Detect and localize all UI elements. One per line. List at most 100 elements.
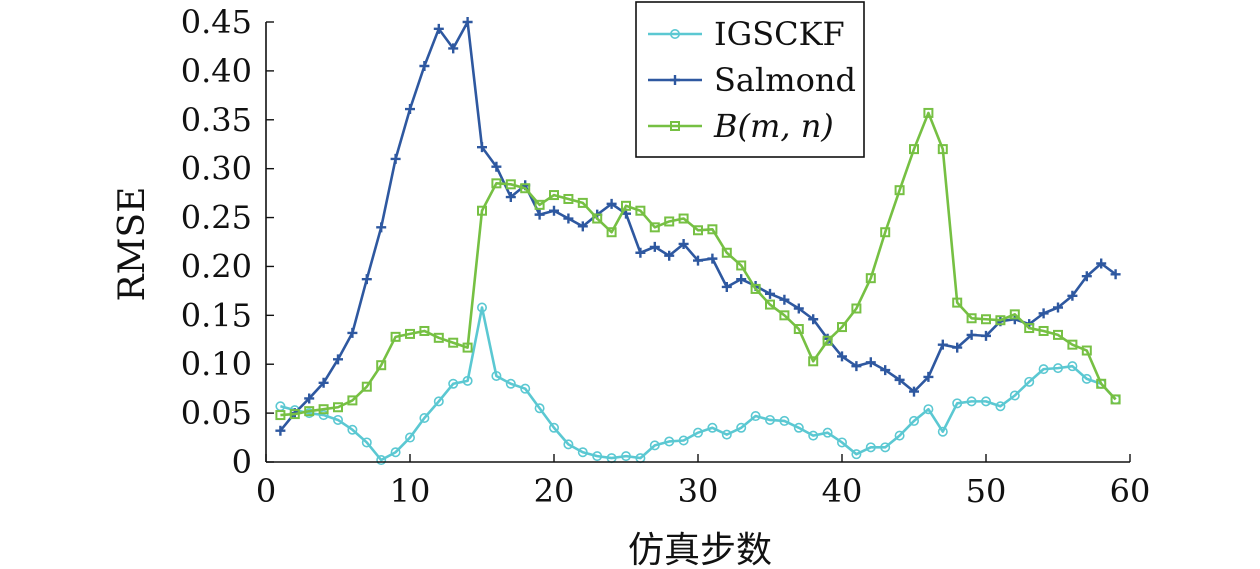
data-point <box>289 409 300 420</box>
data-point <box>937 144 948 155</box>
data-point <box>736 422 747 433</box>
x-tick-label: 40 <box>822 472 863 510</box>
legend-marker <box>670 75 680 85</box>
data-point <box>635 247 646 258</box>
data-point <box>1096 258 1107 269</box>
legend-entry: B(m, n) <box>648 107 834 145</box>
data-point <box>808 430 819 441</box>
data-point <box>664 216 675 227</box>
data-point <box>361 437 372 448</box>
data-point <box>765 288 775 299</box>
data-point <box>880 365 891 376</box>
data-point <box>664 436 675 447</box>
data-point <box>736 274 747 285</box>
data-point <box>779 415 790 426</box>
data-point <box>995 401 1006 412</box>
data-point <box>347 327 358 338</box>
data-point <box>1067 290 1078 301</box>
series-3 <box>275 107 1121 421</box>
data-point <box>952 342 963 353</box>
data-point <box>361 381 372 392</box>
data-point <box>592 451 603 462</box>
data-point <box>549 205 559 216</box>
data-point <box>822 335 833 346</box>
data-point <box>793 422 804 433</box>
x-tick-label: 20 <box>534 472 575 510</box>
data-point <box>577 447 588 458</box>
data-point <box>721 281 732 292</box>
data-point <box>433 332 444 343</box>
data-point <box>678 213 689 224</box>
data-point <box>909 144 919 155</box>
data-point <box>318 404 329 415</box>
data-point <box>894 374 905 385</box>
data-point <box>563 439 574 450</box>
series-1 <box>275 302 1121 466</box>
data-point <box>779 310 790 321</box>
data-point <box>620 451 631 462</box>
data-point <box>736 260 747 271</box>
data-point <box>332 414 343 425</box>
data-point <box>318 410 329 421</box>
data-point <box>1038 308 1049 319</box>
data-point <box>1081 271 1092 282</box>
data-point <box>707 253 718 264</box>
data-point <box>937 426 948 437</box>
data-point <box>563 213 574 224</box>
data-point <box>693 225 703 236</box>
legend-label: Salmond <box>714 61 856 99</box>
y-tick-label: 0 <box>232 443 252 481</box>
data-point <box>1096 378 1107 389</box>
data-point <box>923 107 934 118</box>
data-point <box>361 274 372 285</box>
data-point <box>1038 325 1049 336</box>
data-point <box>1067 339 1078 350</box>
data-point <box>952 398 963 409</box>
data-point <box>419 325 430 336</box>
data-point <box>275 425 286 436</box>
data-point <box>750 411 761 422</box>
y-tick-label: 0.45 <box>181 3 252 41</box>
x-tick-label: 50 <box>966 472 1007 510</box>
data-point <box>793 324 804 335</box>
data-point <box>707 422 718 433</box>
data-point <box>909 386 919 397</box>
data-point <box>491 178 502 189</box>
y-tick-label: 0.10 <box>181 345 252 383</box>
data-point <box>995 315 1006 326</box>
axes: 0 10 20 30 40 50 60 0 0.05 0.10 0.15 0.20 0.25 0.30 0.… <box>181 3 1151 510</box>
data-point <box>836 437 847 448</box>
data-point <box>520 383 531 394</box>
data-point <box>448 43 459 54</box>
data-point <box>405 328 415 339</box>
data-point <box>793 303 804 314</box>
data-point <box>405 104 415 115</box>
data-point <box>894 430 905 441</box>
data-point <box>1081 345 1092 356</box>
data-point <box>908 415 919 426</box>
data-point <box>937 339 948 350</box>
data-point <box>376 360 387 371</box>
data-point <box>865 442 876 453</box>
data-point <box>966 329 977 340</box>
data-point <box>491 161 502 172</box>
data-point <box>1024 323 1035 334</box>
data-point <box>851 361 862 372</box>
data-point <box>678 238 689 249</box>
y-axis-title: RMSE <box>112 187 153 302</box>
data-point <box>808 314 819 325</box>
data-point <box>693 255 703 266</box>
data-point <box>304 406 315 417</box>
data-point <box>721 429 732 440</box>
x-tick-label: 10 <box>390 472 431 510</box>
data-point <box>390 447 401 458</box>
data-point <box>750 283 761 294</box>
data-point <box>621 200 631 211</box>
data-point <box>1110 394 1121 405</box>
data-point <box>981 330 991 341</box>
data-point <box>1067 361 1078 372</box>
data-point <box>419 61 430 71</box>
data-point <box>880 227 891 238</box>
data-point <box>534 403 545 414</box>
